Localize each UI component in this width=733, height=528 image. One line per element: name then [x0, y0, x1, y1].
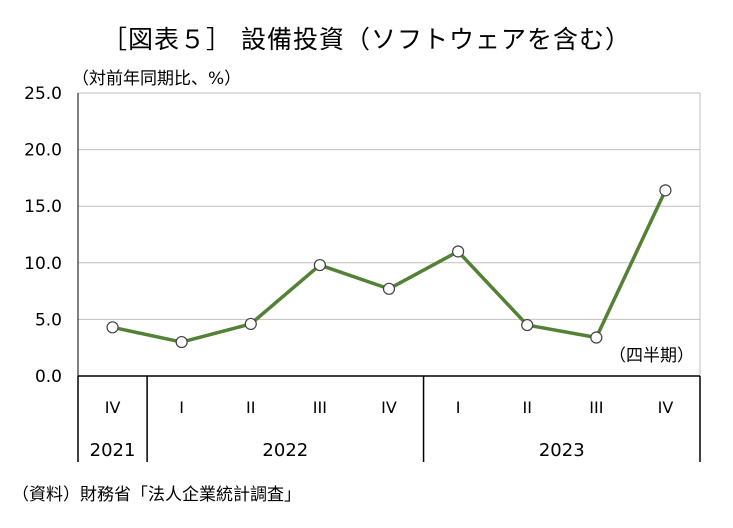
quarter-label: II [246, 398, 255, 417]
y-tick-labels: 0.0 5.0 10.0 15.0 20.0 25.0 [24, 84, 62, 387]
y-tick-label: 25.0 [24, 84, 62, 104]
chart-title: ［図表５］ 設備投資（ソフトウェアを含む） [102, 25, 631, 54]
quarter-label: I [456, 398, 461, 417]
data-point [244, 317, 257, 331]
y-axis-unit-label: （対前年同期比、%） [72, 69, 242, 89]
period-note: （四半期） [609, 346, 694, 366]
y-tick-label: 15.0 [24, 197, 62, 217]
quarter-label: II [523, 398, 532, 417]
year-label: 2021 [90, 440, 136, 461]
quarter-label: I [179, 398, 184, 417]
series-layer [106, 184, 672, 349]
quarter-label: IV [381, 398, 397, 417]
y-tick-label: 5.0 [35, 310, 62, 330]
y-tick-label: 10.0 [24, 254, 62, 274]
data-point [659, 184, 672, 197]
year-label: 2023 [539, 440, 585, 461]
y-tick-label: 0.0 [35, 367, 62, 387]
data-point [590, 331, 603, 344]
gridlines [77, 92, 701, 377]
data-point [106, 321, 119, 334]
data-point [175, 335, 188, 349]
year-label: 2022 [262, 440, 308, 461]
quarter-label: IV [658, 398, 674, 417]
quarter-label: III [589, 398, 603, 417]
source-note: （資料）財務省「法人企業統計調査」 [12, 485, 301, 505]
data-point [521, 318, 534, 332]
y-tick-label: 20.0 [24, 141, 62, 161]
data-point [313, 258, 326, 272]
quarter-label: IV [105, 398, 121, 417]
quarter-label: III [313, 398, 327, 417]
data-point [452, 245, 465, 258]
data-point [382, 282, 396, 295]
